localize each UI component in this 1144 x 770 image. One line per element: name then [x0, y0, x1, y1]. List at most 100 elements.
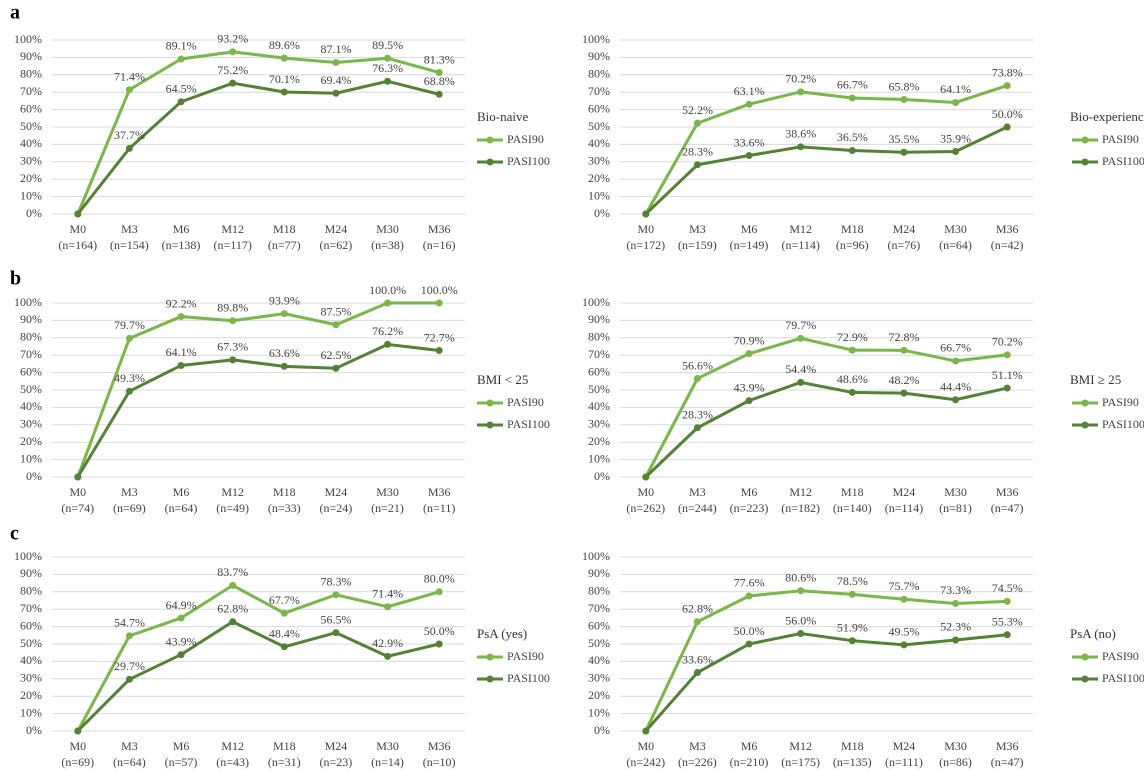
data-label: 87.1% [320, 42, 351, 56]
data-point [952, 636, 960, 644]
data-point [74, 727, 82, 735]
data-label: 37.7% [114, 128, 145, 142]
sample-size-label: (n=242) [626, 755, 665, 769]
data-point [177, 313, 185, 321]
data-point [693, 161, 701, 169]
data-point [74, 210, 82, 218]
data-label: 83.7% [217, 565, 248, 579]
legend-label: PASI100 [507, 417, 550, 431]
data-point [384, 652, 392, 660]
data-label: 38.6% [785, 127, 816, 141]
x-tick-label: M0 [69, 222, 86, 236]
data-label: 52.2% [682, 103, 713, 117]
y-tick-label: 60% [20, 618, 42, 632]
data-label: 50.0% [992, 107, 1023, 121]
data-label: 63.6% [269, 346, 300, 360]
y-tick-label: 80% [20, 584, 42, 598]
series-line [76, 50, 440, 215]
sample-size-label: (n=16) [423, 238, 456, 252]
sample-size-label: (n=81) [939, 501, 972, 515]
sample-size-label: (n=262) [626, 501, 665, 515]
data-label: 36.5% [837, 130, 868, 144]
x-tick-label: M24 [325, 485, 348, 499]
data-label: 75.7% [888, 579, 919, 593]
data-point [125, 334, 133, 342]
y-tick-label: 50% [20, 636, 42, 650]
data-label: 75.2% [217, 63, 248, 77]
data-point [745, 397, 753, 405]
sample-size-label: (n=172) [626, 238, 665, 252]
x-tick-label: M6 [741, 739, 758, 753]
sample-size-label: (n=244) [678, 501, 717, 515]
series-line [644, 336, 1008, 478]
sample-size-label: (n=223) [730, 501, 769, 515]
data-point [332, 591, 340, 599]
data-label: 66.7% [837, 78, 868, 92]
data-point [280, 643, 288, 651]
legend-label: PASI90 [507, 395, 544, 409]
data-label: 64.1% [940, 82, 971, 96]
legend-title: BMI < 25 [477, 372, 528, 387]
series-line [76, 79, 440, 215]
data-label: 73.3% [940, 583, 971, 597]
y-tick-label: 90% [588, 49, 610, 63]
data-label: 100.0% [421, 283, 458, 297]
x-tick-label: M36 [428, 222, 451, 236]
y-tick-label: 0% [594, 469, 610, 483]
legend-marker [486, 675, 494, 683]
data-label: 48.2% [888, 373, 919, 387]
data-point [797, 587, 805, 595]
data-point [952, 357, 960, 365]
series-line [644, 125, 1008, 216]
data-point [74, 473, 82, 481]
y-tick-label: 100% [582, 32, 610, 46]
data-label: 78.3% [320, 575, 351, 589]
data-point [384, 340, 392, 348]
x-tick-label: M0 [69, 739, 86, 753]
sample-size-label: (n=114) [885, 501, 923, 515]
data-point [797, 88, 805, 96]
data-label: 64.9% [166, 598, 197, 612]
x-tick-label: M6 [741, 485, 758, 499]
y-tick-label: 10% [588, 705, 610, 719]
sample-size-label: (n=47) [991, 755, 1024, 769]
y-tick-label: 30% [20, 154, 42, 168]
data-label: 44.4% [940, 379, 971, 393]
data-point [435, 640, 443, 648]
data-label: 67.3% [217, 340, 248, 354]
sample-size-label: (n=226) [678, 755, 717, 769]
data-point [280, 362, 288, 370]
y-tick-label: 10% [20, 188, 42, 202]
data-label: 89.6% [269, 38, 300, 52]
y-tick-label: 20% [588, 171, 610, 185]
y-tick-label: 80% [588, 584, 610, 598]
data-point [900, 148, 908, 156]
legend-marker [1081, 675, 1089, 683]
y-tick-label: 20% [20, 171, 42, 185]
x-tick-label: M18 [273, 485, 296, 499]
sample-size-label: (n=64) [113, 755, 146, 769]
y-tick-label: 60% [20, 364, 42, 378]
data-point [229, 618, 237, 626]
data-point [900, 389, 908, 397]
data-point [1003, 597, 1011, 605]
sample-size-label: (n=62) [320, 238, 353, 252]
x-tick-label: M0 [637, 739, 654, 753]
data-point [332, 629, 340, 637]
data-label: 62.5% [320, 348, 351, 362]
legend-label: PASI90 [1102, 395, 1139, 409]
legend-title: Bio-naive [477, 109, 528, 124]
panel-label: b [10, 268, 21, 290]
data-label: 33.6% [734, 135, 765, 149]
x-tick-label: M24 [893, 222, 916, 236]
sample-size-label: (n=210) [730, 755, 769, 769]
sample-size-label: (n=114) [782, 238, 820, 252]
sample-size-label: (n=175) [781, 755, 820, 769]
y-tick-label: 50% [588, 636, 610, 650]
data-label: 64.1% [166, 345, 197, 359]
data-label: 49.5% [888, 625, 919, 639]
x-tick-label: M36 [996, 222, 1019, 236]
data-label: 51.9% [837, 620, 868, 634]
legend-title: PsA (yes) [477, 626, 527, 641]
data-point [332, 321, 340, 329]
